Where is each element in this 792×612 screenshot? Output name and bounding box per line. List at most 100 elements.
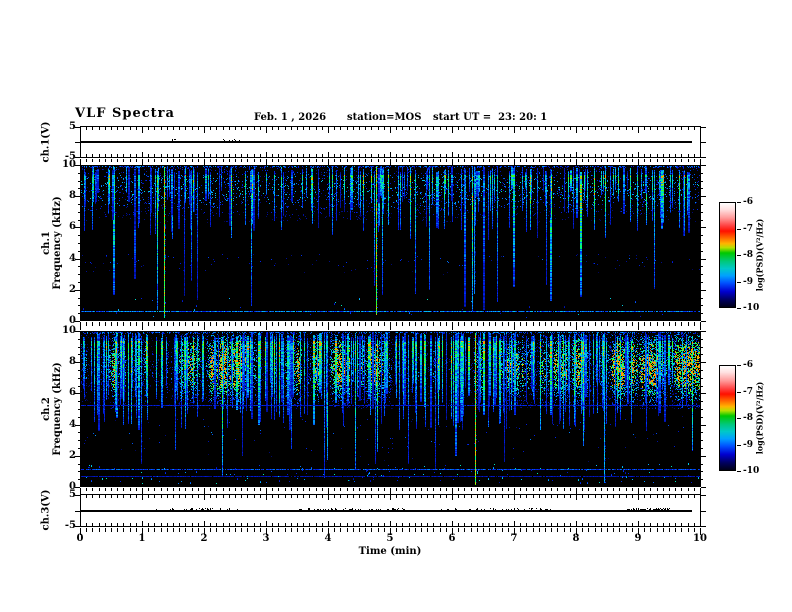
tick (78, 432, 80, 433)
tick (595, 495, 596, 498)
tick (514, 322, 515, 330)
tick (266, 495, 267, 500)
tick-label: -10 (743, 466, 760, 476)
tick (148, 495, 149, 498)
tick (297, 523, 298, 526)
tick (427, 488, 428, 491)
tick (446, 488, 447, 491)
tick (75, 495, 80, 496)
tick (452, 521, 453, 526)
tick (701, 432, 703, 433)
tick (241, 523, 242, 526)
tick (117, 488, 118, 491)
tick (508, 127, 509, 130)
tick (588, 488, 589, 491)
tick (701, 471, 703, 472)
tick (663, 127, 664, 130)
tick (638, 528, 639, 535)
tick (378, 528, 379, 532)
tick (613, 127, 614, 130)
tick (303, 127, 304, 130)
tick (613, 159, 614, 162)
tick (607, 488, 608, 491)
tick (340, 488, 341, 491)
tick-label: 10 (62, 325, 76, 336)
tick (260, 159, 261, 162)
tick (514, 127, 515, 133)
tick (514, 152, 515, 157)
tick (179, 528, 180, 532)
tick (607, 523, 608, 526)
tick (582, 488, 583, 491)
tick (142, 152, 143, 157)
tick (701, 220, 703, 221)
tick (278, 523, 279, 526)
tick (229, 495, 230, 498)
tick (402, 523, 403, 526)
tick (421, 159, 422, 162)
tick (123, 154, 124, 157)
tick (316, 495, 317, 498)
tick (409, 528, 410, 532)
tick (272, 523, 273, 526)
tick (533, 127, 534, 130)
tick (483, 127, 484, 130)
tick (297, 154, 298, 157)
tick (347, 523, 348, 526)
tick (613, 322, 614, 326)
tick (681, 528, 682, 532)
tick (198, 523, 199, 526)
tick (489, 154, 490, 157)
tick (681, 488, 682, 491)
tick (446, 495, 447, 498)
ch1-label-line2: Frequency (kHz) (52, 196, 63, 290)
tick (78, 188, 80, 189)
tick (657, 322, 658, 326)
tick (78, 378, 80, 379)
tick (701, 313, 703, 314)
tick (75, 425, 80, 426)
tick (92, 528, 93, 532)
tick (415, 159, 416, 162)
tick (185, 127, 186, 130)
tick (316, 488, 317, 491)
tick (415, 495, 416, 498)
tick (701, 440, 703, 441)
tick-label: 10 (693, 533, 707, 544)
tick (192, 154, 193, 157)
tick (167, 154, 168, 157)
tick (210, 159, 211, 162)
tick (545, 495, 546, 498)
tick-label: -7 (743, 224, 753, 234)
tick (297, 127, 298, 130)
tick (78, 282, 80, 283)
tick (303, 488, 304, 491)
tick (694, 523, 695, 526)
tick (99, 495, 100, 498)
tick (681, 495, 682, 498)
tick (272, 154, 273, 157)
tick (545, 528, 546, 532)
tick (285, 127, 286, 130)
tick (701, 417, 703, 418)
tick (167, 322, 168, 326)
tick (198, 154, 199, 157)
tick (303, 159, 304, 162)
tick (105, 495, 106, 498)
tick (179, 154, 180, 157)
tick (415, 322, 416, 326)
tick (570, 488, 571, 491)
tick (272, 488, 273, 491)
tick (334, 495, 335, 498)
tick (161, 127, 162, 130)
tick (229, 322, 230, 326)
tick (657, 159, 658, 162)
tick (192, 127, 193, 130)
tick (681, 322, 682, 326)
tick (173, 528, 174, 532)
tick (619, 495, 620, 498)
tick (700, 322, 701, 330)
tick (254, 523, 255, 526)
tick (557, 523, 558, 526)
tick (440, 322, 441, 326)
